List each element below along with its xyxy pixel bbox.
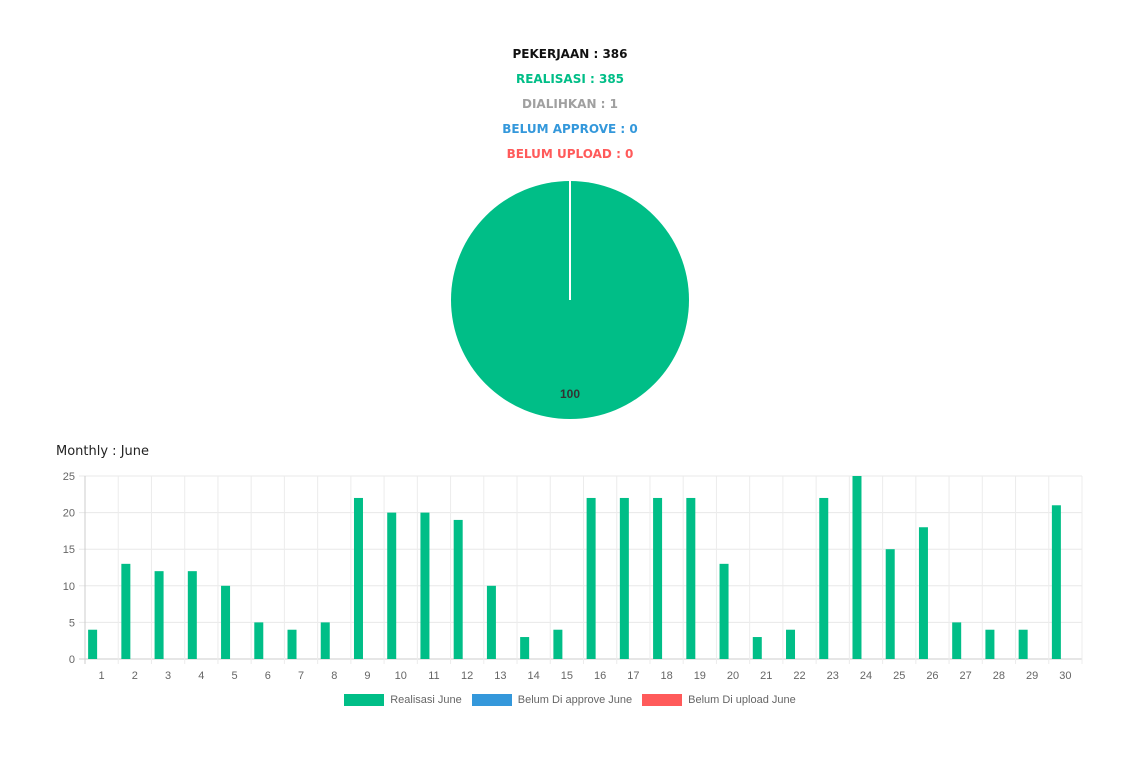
x-tick-label: 22 — [793, 670, 805, 682]
legend-item-2[interactable]: Belum Di approve June — [471, 694, 633, 706]
summary-belum-approve: BELUM APPROVE : 0 — [502, 122, 638, 136]
bar-1-24 — [852, 476, 862, 659]
y-tick-label: 10 — [63, 581, 75, 593]
monthly-title: Monthly : June — [56, 444, 150, 459]
bar-1-18 — [653, 497, 663, 659]
bar-1-17 — [619, 497, 629, 659]
x-tick-label: 28 — [993, 670, 1005, 682]
y-tick-label: 5 — [69, 617, 75, 629]
legend-swatch — [642, 694, 683, 706]
bar-1-23 — [819, 497, 829, 659]
legend-swatch — [344, 694, 385, 706]
bar-1-4 — [187, 571, 197, 659]
bar-1-7 — [287, 629, 297, 659]
summary-dialihkan: DIALIHKAN : 1 — [522, 97, 618, 111]
bar-1-12 — [453, 519, 463, 659]
x-tick-label: 27 — [960, 670, 972, 682]
summary-panel: PEKERJAAN : 386 REALISASI : 385 DIALIHKA… — [420, 42, 720, 167]
x-tick-label: 1 — [99, 670, 105, 682]
bar-1-11 — [420, 512, 430, 659]
x-tick-label: 6 — [265, 670, 271, 682]
x-tick-label: 17 — [627, 670, 639, 682]
bar-1-26 — [918, 527, 928, 659]
x-tick-label: 4 — [198, 670, 204, 682]
legend-item-1[interactable]: Realisasi June — [344, 694, 462, 706]
x-tick-label: 23 — [827, 670, 839, 682]
summary-pekerjaan: PEKERJAAN : 386 — [512, 47, 628, 61]
x-tick-label: 2 — [132, 670, 138, 682]
y-tick-label: 0 — [69, 654, 75, 666]
chart-legend: Realisasi June Belum Di approve June Belum… — [0, 694, 1140, 706]
bar-1-13 — [486, 585, 496, 659]
x-tick-label: 21 — [760, 670, 772, 682]
bar-1-15 — [553, 629, 563, 659]
x-tick-label: 15 — [561, 670, 573, 682]
legend-label: Belum Di upload June — [688, 694, 796, 706]
bar-1-19 — [686, 497, 696, 659]
legend-label: Realisasi June — [390, 694, 462, 706]
summary-realisasi: REALISASI : 385 — [515, 72, 625, 86]
bar-1-8 — [320, 622, 330, 659]
bar-1-2 — [121, 563, 131, 659]
x-tick-label: 5 — [231, 670, 237, 682]
bar-1-30 — [1051, 505, 1061, 659]
x-tick-label: 19 — [694, 670, 706, 682]
x-tick-label: 24 — [860, 670, 872, 682]
bar-1-29 — [1018, 629, 1028, 659]
pie-data-label: 100 — [560, 387, 580, 401]
x-tick-label: 10 — [395, 670, 407, 682]
x-tick-label: 12 — [461, 670, 473, 682]
bar-1-6 — [254, 622, 264, 659]
x-tick-label: 16 — [594, 670, 606, 682]
x-tick-label: 26 — [926, 670, 938, 682]
x-tick-label: 3 — [165, 670, 171, 682]
bar-1-28 — [985, 629, 995, 659]
legend-swatch — [471, 694, 512, 706]
x-tick-label: 30 — [1059, 670, 1071, 682]
x-tick-label: 29 — [1026, 670, 1038, 682]
pie-chart: 100 — [451, 181, 689, 419]
x-tick-label: 8 — [331, 670, 337, 682]
bar-1-16 — [586, 497, 596, 659]
x-tick-label: 11 — [428, 670, 439, 682]
bar-1-9 — [353, 497, 363, 659]
y-tick-label: 25 — [63, 471, 75, 483]
x-tick-label: 18 — [660, 670, 672, 682]
bar-1-21 — [752, 637, 762, 659]
x-tick-label: 20 — [727, 670, 739, 682]
x-tick-label: 25 — [893, 670, 905, 682]
bar-1-3 — [154, 571, 164, 659]
bar-1-10 — [387, 512, 397, 659]
bar-1-27 — [952, 622, 962, 659]
summary-belum-upload: BELUM UPLOAD : 0 — [506, 147, 634, 161]
y-tick-label: 15 — [63, 544, 75, 556]
x-tick-label: 13 — [494, 670, 506, 682]
legend-label: Belum Di approve June — [517, 694, 633, 706]
x-tick-label: 9 — [364, 670, 370, 682]
bar-1-1 — [88, 629, 98, 659]
x-tick-label: 14 — [528, 670, 540, 682]
legend-item-3[interactable]: Belum Di upload June — [642, 694, 796, 706]
y-tick-label: 20 — [63, 508, 75, 520]
x-tick-label: 7 — [298, 670, 304, 682]
bar-1-25 — [885, 549, 895, 659]
bar-1-20 — [719, 563, 729, 659]
bar-1-14 — [520, 637, 530, 659]
bar-1-22 — [786, 629, 796, 659]
bar-1-5 — [221, 585, 231, 659]
